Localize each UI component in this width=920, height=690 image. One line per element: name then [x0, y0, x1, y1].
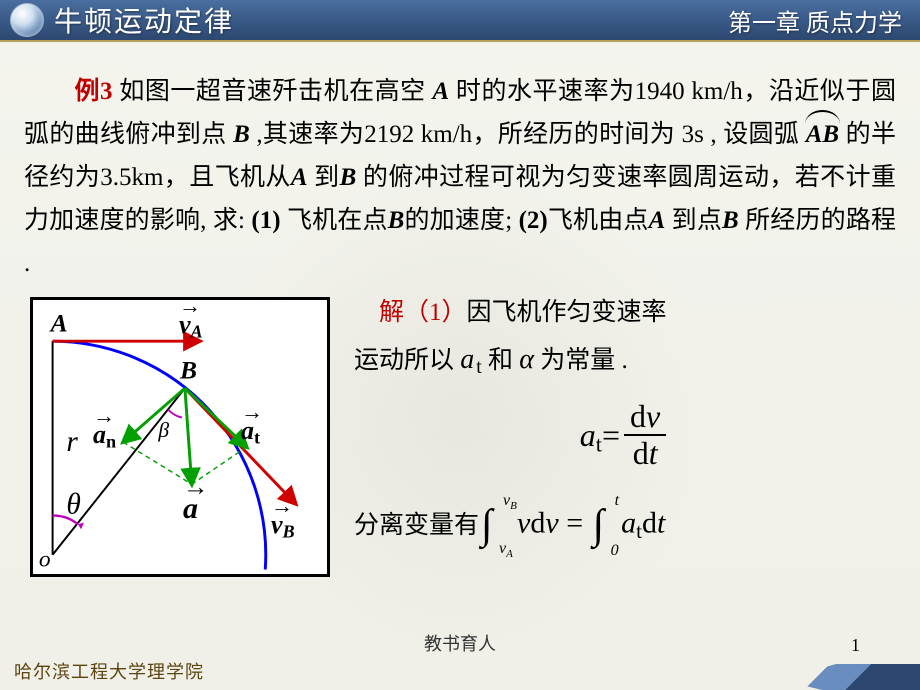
label-vA: vA	[179, 310, 203, 343]
equation-at: at = dv dt	[354, 399, 896, 471]
page-number: 1	[851, 635, 860, 656]
label-O: o	[39, 547, 51, 573]
solution-line1: 解（1）因飞机作匀变速率 运动所以 at 和 α 为常量 .	[354, 291, 896, 385]
footer-motto: 教书育人	[0, 630, 920, 656]
problem-statement: 例3 如图一超音速歼击机在高空 A 时的水平速率为1940 km/h，沿近似于圆…	[24, 70, 896, 285]
label-beta: β	[157, 418, 169, 442]
solution-line2: 分离变量有 ∫ vB vA vdv = ∫ t 0 atdt	[354, 489, 896, 563]
solution-column: 解（1）因飞机作匀变速率 运动所以 at 和 α 为常量 . at = dv d…	[330, 291, 896, 577]
label-an: an	[93, 420, 116, 453]
university-logo	[10, 3, 44, 37]
label-at: at	[241, 416, 260, 449]
footer-institution: 哈尔滨工程大学理学院	[14, 658, 204, 684]
equation-integral: ∫ vB vA vdv = ∫ t 0 atdt	[479, 489, 665, 563]
arc-AB: AB	[806, 113, 839, 156]
label-A: A	[49, 308, 68, 337]
example-label: 例3	[74, 78, 113, 105]
label-vB: vB	[271, 510, 295, 543]
label-r: r	[66, 426, 78, 458]
slide-content: 例3 如图一超音速歼击机在高空 A 时的水平速率为1940 km/h，沿近似于圆…	[0, 42, 920, 577]
lecture-title: 牛顿运动定律	[54, 0, 234, 40]
label-a: a	[183, 492, 198, 526]
physics-diagram: A B o r θ β vA vB an at a	[30, 297, 330, 577]
chapter-title: 第一章 质点力学	[728, 3, 902, 38]
label-B: B	[179, 355, 197, 384]
slide-header: 牛顿运动定律 第一章 质点力学	[0, 0, 920, 42]
label-theta: θ	[66, 489, 80, 521]
